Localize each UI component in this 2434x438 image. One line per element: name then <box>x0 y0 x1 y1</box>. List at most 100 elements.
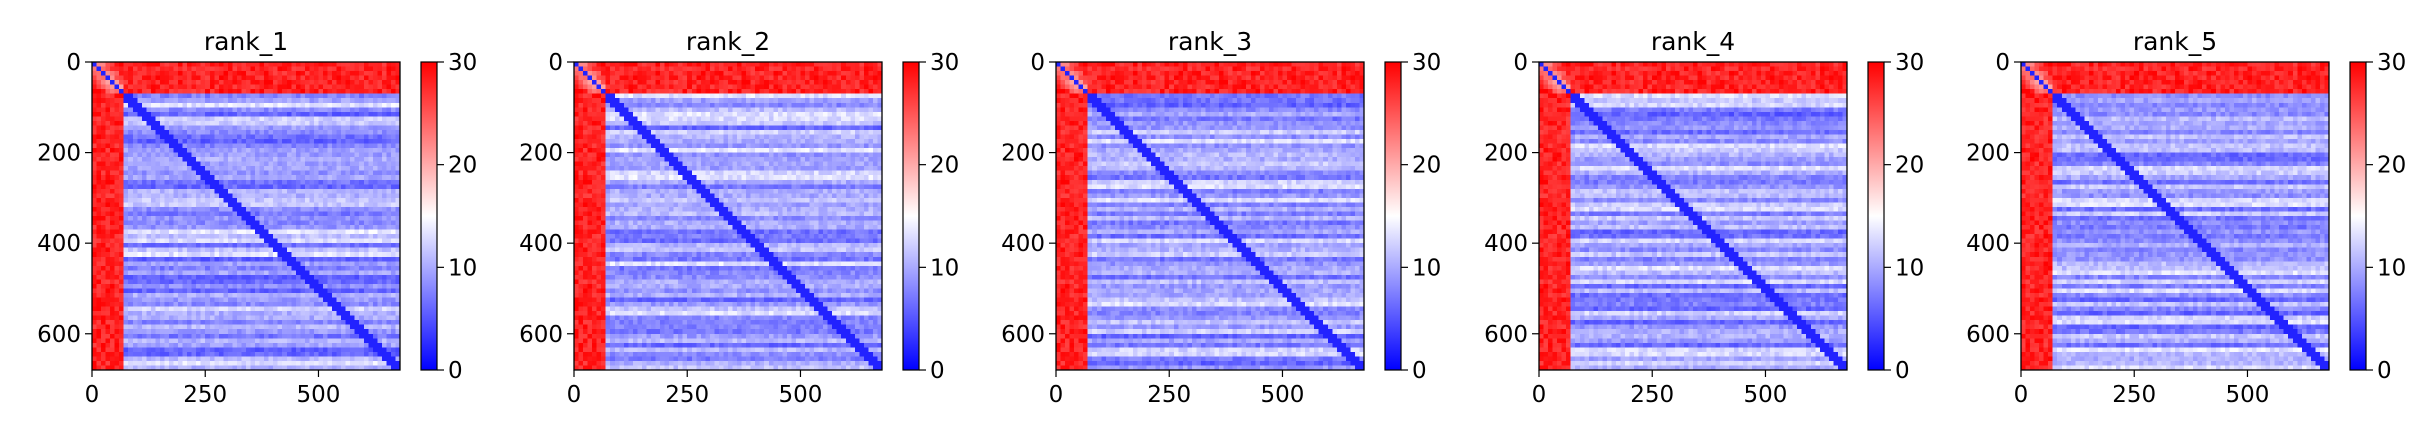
heatmap-cell <box>223 89 228 94</box>
heatmap-cell <box>346 352 351 357</box>
heatmap-cell <box>386 80 391 85</box>
heatmap-cell <box>241 325 246 330</box>
heatmap-cell <box>155 221 160 226</box>
heatmap-cell <box>386 153 391 158</box>
heatmap-cell <box>273 193 278 198</box>
heatmap-cell <box>300 338 305 343</box>
heatmap-cell <box>219 130 224 135</box>
heatmap-cell <box>133 311 138 316</box>
heatmap-cell <box>160 184 165 189</box>
heatmap-cell <box>219 112 224 117</box>
heatmap-cell <box>296 184 301 189</box>
heatmap-cell <box>228 257 233 262</box>
heatmap-cell <box>232 98 237 103</box>
heatmap-cell <box>174 157 179 162</box>
heatmap-cell <box>219 320 224 325</box>
heatmap-cell <box>160 103 165 108</box>
heatmap-cell <box>260 270 265 275</box>
heatmap-cell <box>337 225 342 230</box>
heatmap-cell <box>260 198 265 203</box>
heatmap-cell <box>755 80 760 85</box>
heatmap-cell <box>128 230 133 235</box>
heatmap-cell <box>373 320 378 325</box>
heatmap-cell <box>201 134 206 139</box>
heatmap-cell <box>787 76 792 81</box>
heatmap-cell <box>251 148 256 153</box>
heatmap-cell <box>151 202 156 207</box>
heatmap-cell <box>328 198 333 203</box>
heatmap-cell <box>377 198 382 203</box>
heatmap-cell <box>328 298 333 303</box>
heatmap-cell <box>382 284 387 289</box>
heatmap-cell <box>228 279 233 284</box>
heatmap-cell <box>169 338 174 343</box>
heatmap-cell <box>196 62 201 67</box>
heatmap-cell <box>296 298 301 303</box>
heatmap-cell <box>228 107 233 112</box>
heatmap-cell <box>137 270 142 275</box>
heatmap-cell <box>368 293 373 298</box>
heatmap-cell <box>187 103 192 108</box>
heatmap-cell <box>155 234 160 239</box>
heatmap-cell <box>155 347 160 352</box>
heatmap-cell <box>92 302 97 307</box>
heatmap-cell <box>192 67 197 72</box>
heatmap-cell <box>341 85 346 90</box>
heatmap-cell <box>223 211 228 216</box>
heatmap-cell <box>241 76 246 81</box>
heatmap-cell <box>291 67 296 72</box>
heatmap-cell <box>782 62 787 67</box>
heatmap-cell <box>300 175 305 180</box>
heatmap-cell <box>151 352 156 357</box>
heatmap-cell <box>300 234 305 239</box>
heatmap-cell <box>228 211 233 216</box>
heatmap-cell <box>805 80 810 85</box>
heatmap-cell <box>169 202 174 207</box>
heatmap-cell <box>174 230 179 235</box>
heatmap-cell <box>146 134 151 139</box>
heatmap-cell <box>192 144 197 149</box>
heatmap-cell <box>237 157 242 162</box>
heatmap-cell <box>174 80 179 85</box>
heatmap-cell <box>110 162 115 167</box>
heatmap-cell <box>124 189 129 194</box>
heatmap-cell <box>368 279 373 284</box>
heatmap-cell <box>237 89 242 94</box>
heatmap-cell <box>92 356 97 361</box>
heatmap-cell <box>241 266 246 271</box>
heatmap-cell <box>318 356 323 361</box>
heatmap-cell <box>201 67 206 72</box>
heatmap-cell <box>192 307 197 312</box>
heatmap-cell <box>183 171 188 176</box>
heatmap-cell <box>300 225 305 230</box>
heatmap-cell <box>656 62 661 67</box>
heatmap-cell <box>364 67 369 72</box>
heatmap-cell <box>751 76 756 81</box>
heatmap-cell <box>142 80 147 85</box>
heatmap-cell <box>341 148 346 153</box>
heatmap-cell <box>260 239 265 244</box>
heatmap-cell <box>778 76 783 81</box>
heatmap-cell <box>364 243 369 248</box>
heatmap-cell <box>260 248 265 253</box>
heatmap-cell <box>755 71 760 76</box>
heatmap-cell <box>574 62 579 67</box>
heatmap-cell <box>169 239 174 244</box>
heatmap-cell <box>251 234 256 239</box>
heatmap-cell <box>318 338 323 343</box>
heatmap-cell <box>282 71 287 76</box>
heatmap-cell <box>210 134 215 139</box>
heatmap-cell <box>115 311 120 316</box>
heatmap-cell <box>309 320 314 325</box>
heatmap-cell <box>705 67 710 72</box>
heatmap-cell <box>710 71 715 76</box>
heatmap-cell <box>296 266 301 271</box>
heatmap-cell <box>237 293 242 298</box>
heatmap-cell <box>269 130 274 135</box>
heatmap-cell <box>255 198 260 203</box>
heatmap-cell <box>318 239 323 244</box>
heatmap-cell <box>269 202 274 207</box>
heatmap-cell <box>128 311 133 316</box>
heatmap-cell <box>314 98 319 103</box>
heatmap-cell <box>115 107 120 112</box>
